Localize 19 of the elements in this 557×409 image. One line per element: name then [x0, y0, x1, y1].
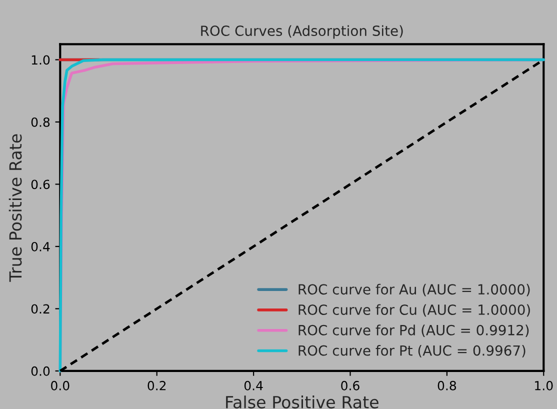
x-tick-label: 0.6 — [341, 380, 360, 390]
y-tick-label: 0.2 — [31, 304, 50, 314]
x-tick-label: 0.0 — [51, 380, 70, 390]
x-axis-title: False Positive Rate — [226, 396, 378, 408]
x-tick-label: 0.4 — [244, 380, 263, 390]
chart-title: ROC Curves (Adsorption Site) — [201, 25, 403, 39]
y-tick-label: 0.8 — [31, 117, 50, 127]
legend-label: ROC curve for Pd (AUC = 0.9912) — [298, 324, 529, 338]
y-tick-label: 1.0 — [32, 55, 50, 65]
y-tick-label: 0.6 — [31, 180, 50, 190]
legend-label: ROC curve for Au (AUC = 1.0000) — [298, 284, 530, 296]
y-axis-title: True Positive Rate — [8, 134, 22, 282]
legend-label: ROC curve for Pt (AUC = 0.9967) — [298, 345, 526, 358]
legend-label: ROC curve for Cu (AUC = 1.0000) — [298, 304, 530, 317]
y-tick-label: 0.0 — [31, 366, 50, 376]
y-tick-label: 0.4 — [31, 242, 50, 252]
x-tick-label: 0.8 — [438, 380, 456, 390]
x-tick-label: 0.2 — [148, 380, 166, 390]
x-tick-label: 1.0 — [535, 380, 553, 390]
